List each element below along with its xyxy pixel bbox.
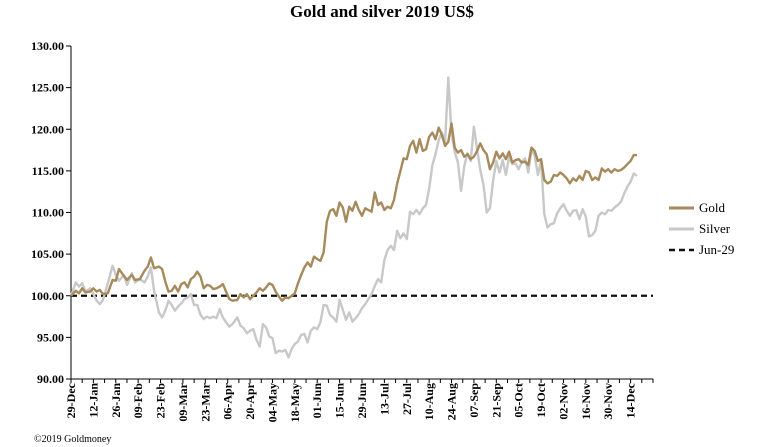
x-tick-label: 09-Mar [176, 382, 190, 421]
x-tick-label: 13-Jul [377, 382, 391, 415]
y-tick-label: 115.00 [32, 164, 64, 178]
y-tick-label: 100.00 [31, 289, 64, 303]
axes [70, 46, 653, 380]
x-tick-label: 15-Jun [333, 383, 347, 419]
y-tick-label: 105.00 [31, 247, 64, 261]
x-tick-label: 23-Mar [198, 382, 212, 421]
x-tick-label: 21-Sep [489, 383, 503, 418]
x-tick-label: 12-Jan [86, 383, 100, 418]
legend-label-silver: Silver [699, 221, 731, 236]
x-tick-label: 07-Sep [467, 383, 481, 418]
x-tick-label: 09-Feb [131, 383, 145, 419]
x-tick-label: 06-Apr [221, 382, 235, 419]
x-tick-label: 05-Oct [512, 383, 526, 418]
legend-label-jun-29: Jun-29 [699, 242, 734, 257]
x-tick-label: 04-May [265, 383, 279, 422]
x-tick-label: 27-Jul [400, 382, 414, 415]
x-tick-label: 24-Aug [445, 383, 459, 420]
x-tick-label: 29-Jun [355, 383, 369, 419]
x-tick-label: 20-Apr [243, 382, 257, 419]
legend-item-jun-29: Jun-29 [669, 242, 734, 257]
x-tick-label: 19-Oct [534, 383, 548, 418]
legend-label-gold: Gold [699, 200, 726, 215]
x-tick-label: 01-Jun [310, 383, 324, 419]
x-tick-label: 16-Nov [579, 383, 593, 420]
chart-title: Gold and silver 2019 US$ [290, 2, 474, 21]
gold-series-line [70, 122, 637, 302]
silver-series-line [69, 76, 638, 359]
y-tick-label: 90.00 [37, 372, 64, 386]
x-tick-label: 18-May [288, 383, 302, 422]
x-tick-label: 29-Dec [64, 382, 78, 418]
x-tick-label: 30-Nov [601, 383, 615, 420]
x-tick-label: 02-Nov [556, 383, 570, 420]
series-lines [69, 76, 653, 359]
legend-item-silver: Silver [669, 221, 731, 236]
x-ticks: 29-Dec 12-Jan 26-Jan 09-Feb 23-Feb 09-Mar 23-M… [64, 379, 654, 422]
y-tick-label: 130.00 [31, 39, 64, 53]
x-tick-label: 23-Feb [154, 383, 168, 419]
y-tick-label: 120.00 [31, 122, 64, 136]
y-tick-label: 125.00 [31, 81, 64, 95]
x-tick-label: 14-Dec [624, 382, 638, 418]
x-tick-label: 10-Aug [422, 383, 436, 420]
y-tick-label: 110.00 [32, 206, 64, 220]
legend-item-gold: Gold [669, 200, 726, 215]
legend: Gold Silver Jun-29 [669, 200, 734, 257]
copyright-text: ©2019 Goldmoney [34, 434, 111, 445]
y-tick-label: 95.00 [37, 330, 64, 344]
y-ticks: 90.00 95.00 100.00 105.00 110.00 115.00 120.00… [31, 39, 71, 386]
x-tick-label: 26-Jan [109, 383, 123, 418]
